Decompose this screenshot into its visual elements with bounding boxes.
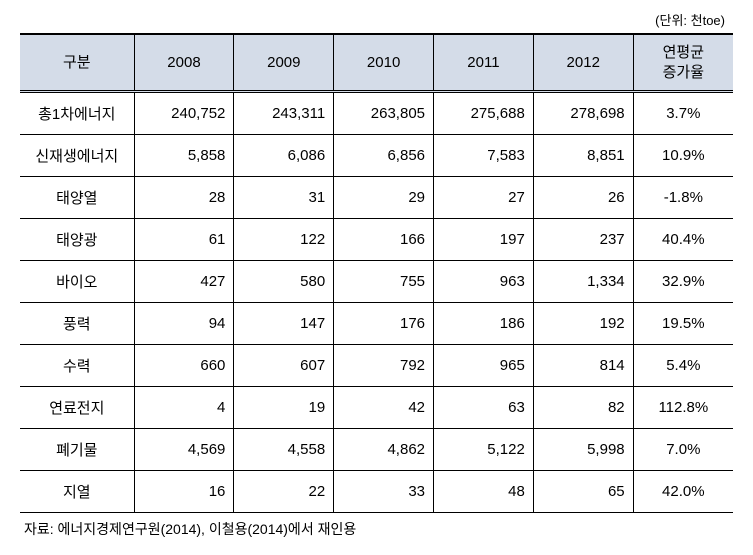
row-rate: 10.9% [633,135,733,177]
row-value: 94 [134,303,234,345]
row-value: 755 [334,261,434,303]
row-value: 963 [434,261,534,303]
row-value: 16 [134,471,234,513]
row-value: 29 [334,177,434,219]
row-label: 신재생에너지 [20,135,134,177]
row-value: 660 [134,345,234,387]
row-rate: 40.4% [633,219,733,261]
row-value: 19 [234,387,334,429]
row-value: 4,569 [134,429,234,471]
row-rate: 3.7% [633,92,733,135]
col-header-category: 구분 [20,34,134,92]
row-rate: 19.5% [633,303,733,345]
table-row: 연료전지419426382112.8% [20,387,733,429]
table-row: 폐기물4,5694,5584,8625,1225,9987.0% [20,429,733,471]
row-value: 147 [234,303,334,345]
row-value: 65 [533,471,633,513]
row-value: 1,334 [533,261,633,303]
row-rate: 42.0% [633,471,733,513]
col-header-2008: 2008 [134,34,234,92]
row-value: 48 [434,471,534,513]
row-label: 폐기물 [20,429,134,471]
row-value: 166 [334,219,434,261]
row-value: 4,862 [334,429,434,471]
row-value: 6,856 [334,135,434,177]
row-value: 240,752 [134,92,234,135]
col-header-2011: 2011 [434,34,534,92]
row-label: 풍력 [20,303,134,345]
row-value: 4 [134,387,234,429]
row-value: 122 [234,219,334,261]
table-row: 태양광6112216619723740.4% [20,219,733,261]
row-rate: 5.4% [633,345,733,387]
source-label: 자료: 에너지경제연구원(2014), 이철용(2014)에서 재인용 [20,519,733,539]
row-value: 192 [533,303,633,345]
row-value: 26 [533,177,633,219]
row-value: 5,122 [434,429,534,471]
table-row: 수력6606077929658145.4% [20,345,733,387]
row-value: 186 [434,303,534,345]
row-value: 607 [234,345,334,387]
row-value: 237 [533,219,633,261]
row-rate: 7.0% [633,429,733,471]
table-row: 태양열2831292726-1.8% [20,177,733,219]
table-row: 풍력9414717618619219.5% [20,303,733,345]
table-row: 신재생에너지5,8586,0866,8567,5838,85110.9% [20,135,733,177]
row-value: 580 [234,261,334,303]
row-value: 263,805 [334,92,434,135]
row-value: 27 [434,177,534,219]
row-label: 태양광 [20,219,134,261]
row-value: 197 [434,219,534,261]
row-value: 243,311 [234,92,334,135]
col-header-2010: 2010 [334,34,434,92]
row-value: 61 [134,219,234,261]
row-value: 427 [134,261,234,303]
row-value: 28 [134,177,234,219]
row-value: 176 [334,303,434,345]
row-value: 6,086 [234,135,334,177]
row-value: 7,583 [434,135,534,177]
row-value: 31 [234,177,334,219]
table-row: 바이오4275807559631,33432.9% [20,261,733,303]
row-value: 63 [434,387,534,429]
row-value: 278,698 [533,92,633,135]
col-header-2012: 2012 [533,34,633,92]
row-value: 792 [334,345,434,387]
row-value: 8,851 [533,135,633,177]
row-label: 태양열 [20,177,134,219]
row-value: 965 [434,345,534,387]
row-label: 지열 [20,471,134,513]
row-value: 5,998 [533,429,633,471]
row-value: 22 [234,471,334,513]
table-header-row: 구분 2008 2009 2010 2011 2012 연평균 증가율 [20,34,733,92]
table-body: 총1차에너지240,752243,311263,805275,688278,69… [20,92,733,513]
row-value: 814 [533,345,633,387]
col-header-2009: 2009 [234,34,334,92]
energy-table: 구분 2008 2009 2010 2011 2012 연평균 증가율 총1차에… [20,33,733,513]
row-label: 수력 [20,345,134,387]
row-value: 42 [334,387,434,429]
row-rate: 32.9% [633,261,733,303]
row-label: 총1차에너지 [20,92,134,135]
unit-label: (단위: 천toe) [20,10,733,29]
row-value: 5,858 [134,135,234,177]
row-rate: -1.8% [633,177,733,219]
col-header-rate: 연평균 증가율 [633,34,733,92]
row-value: 275,688 [434,92,534,135]
row-value: 4,558 [234,429,334,471]
table-row: 지열162233486542.0% [20,471,733,513]
row-label: 연료전지 [20,387,134,429]
row-label: 바이오 [20,261,134,303]
row-value: 82 [533,387,633,429]
table-row: 총1차에너지240,752243,311263,805275,688278,69… [20,92,733,135]
row-rate: 112.8% [633,387,733,429]
row-value: 33 [334,471,434,513]
